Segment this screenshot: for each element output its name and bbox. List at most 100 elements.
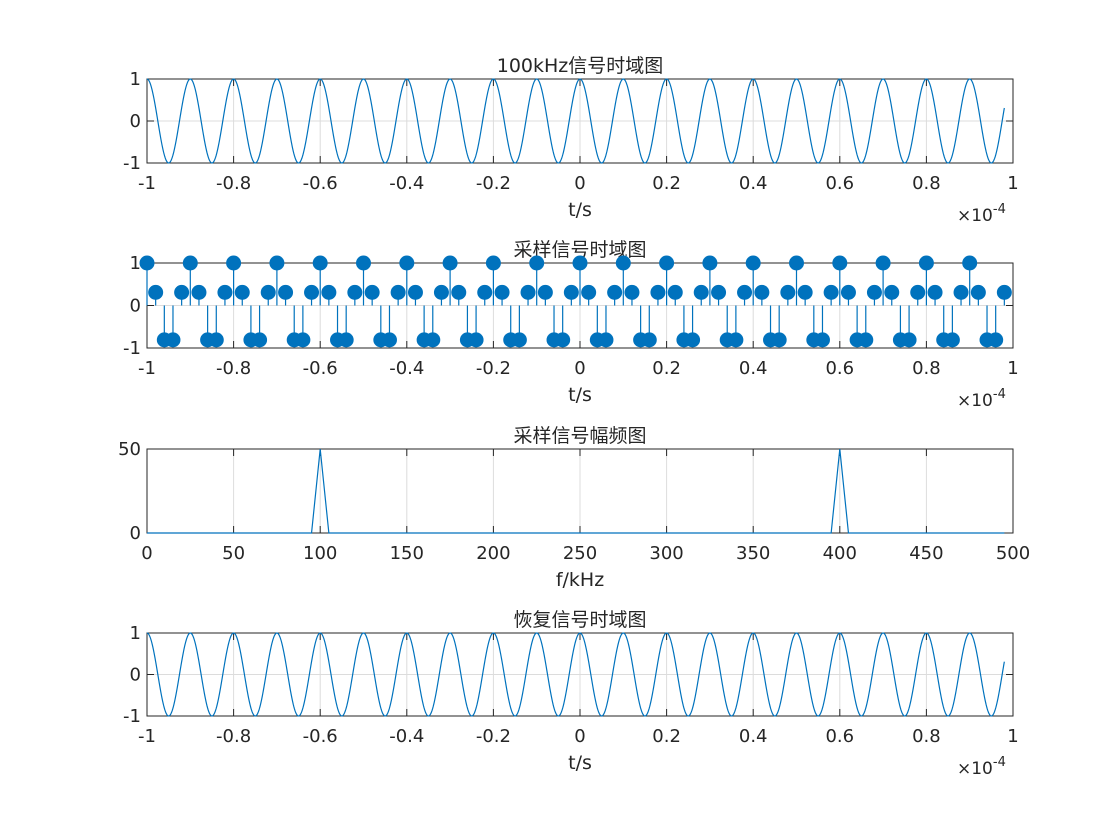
- stem-marker: [191, 284, 207, 300]
- x-tick-label: 0.2: [652, 173, 681, 194]
- stem-marker: [425, 332, 441, 348]
- stem-marker: [624, 284, 640, 300]
- stem-marker: [451, 284, 467, 300]
- stem-marker: [260, 284, 276, 300]
- x-tick-label: 0.4: [739, 726, 768, 747]
- y-tick-label: 0: [130, 111, 141, 132]
- x-tick-label: 1: [1007, 358, 1018, 379]
- stem-marker: [927, 284, 943, 300]
- stem-marker: [615, 255, 631, 271]
- x-tick-label: -0.4: [389, 173, 424, 194]
- stem-marker: [832, 255, 848, 271]
- signal-curve: [146, 632, 1005, 717]
- stem-marker: [728, 332, 744, 348]
- stem-marker: [789, 255, 804, 271]
- x-tick-label: 0.6: [825, 726, 854, 747]
- x-tick-label: -0.6: [303, 726, 338, 747]
- x-tick-label: -0.4: [389, 358, 424, 379]
- x-tick-label: -0.2: [476, 726, 511, 747]
- x-tick-label: -0.4: [389, 726, 424, 747]
- stem-marker: [988, 332, 1004, 348]
- stem-marker: [875, 255, 891, 271]
- spectrum-line: [147, 448, 1005, 534]
- stem-marker: [381, 332, 397, 348]
- stem-marker: [407, 284, 423, 300]
- stem-marker: [702, 255, 718, 271]
- stem-marker: [962, 255, 978, 271]
- stem-marker: [338, 332, 354, 348]
- chart-title: 恢复信号时域图: [513, 609, 646, 631]
- stem-marker: [598, 332, 614, 348]
- y-tick-label: 0: [130, 523, 141, 544]
- stem-marker: [607, 284, 623, 300]
- stem-marker: [433, 284, 449, 300]
- stem-marker: [252, 332, 268, 348]
- stem-marker: [970, 284, 986, 300]
- stem-marker: [139, 255, 155, 271]
- stem-marker: [217, 284, 233, 300]
- x-tick-label: -1: [138, 358, 156, 379]
- stem-marker: [442, 255, 458, 271]
- x-tick-label: -1: [138, 726, 156, 747]
- stem-marker: [494, 284, 510, 300]
- stem-marker: [321, 284, 337, 300]
- stem-marker: [711, 284, 727, 300]
- x-axis-label: t/s: [568, 384, 592, 406]
- signal-curve: [146, 78, 1005, 164]
- y-tick-label: 50: [118, 439, 141, 460]
- stem-marker: [477, 284, 493, 300]
- y-tick-label: -1: [123, 706, 141, 727]
- stem-marker: [866, 284, 882, 300]
- x-tick-label: 1: [1007, 173, 1018, 194]
- stem-marker: [174, 284, 190, 300]
- stem-marker: [996, 284, 1012, 300]
- y-tick-label: -1: [123, 153, 141, 174]
- stem-marker: [537, 284, 553, 300]
- stem-marker: [693, 284, 709, 300]
- x-tick-label: 400: [823, 543, 857, 564]
- x-tick-label: -0.8: [216, 358, 251, 379]
- y-tick-label: 1: [130, 253, 141, 274]
- x-axis-exponent: ×10-4: [957, 202, 1006, 226]
- stem-marker: [529, 255, 545, 271]
- subplot-2: -1 -0.8 -0.6 -0.4 -0.2 0 0.2 0.4 0.6 0.8 1 -1 0 1 采样信号…: [123, 239, 1019, 411]
- x-tick-label: -0.2: [476, 358, 511, 379]
- y-tick-label: 0: [130, 665, 141, 686]
- x-tick-label: -0.6: [303, 358, 338, 379]
- stem-marker: [901, 332, 917, 348]
- x-axis-exponent: ×10-4: [957, 755, 1006, 779]
- x-tick-label: 0.4: [739, 358, 768, 379]
- stem-marker: [468, 332, 484, 348]
- stem-marker: [563, 284, 579, 300]
- x-tick-label: 0.2: [652, 726, 681, 747]
- stem-marker: [650, 284, 666, 300]
- stem-marker: [918, 255, 934, 271]
- stem-marker: [953, 284, 969, 300]
- stem-marker: [390, 284, 406, 300]
- x-tick-label: 450: [909, 543, 943, 564]
- stem-marker: [823, 284, 839, 300]
- stem-marker: [312, 255, 328, 271]
- stem-marker: [399, 255, 415, 271]
- x-tick-label: 0: [574, 358, 585, 379]
- x-tick-label: -0.2: [476, 173, 511, 194]
- stem-marker: [555, 332, 571, 348]
- x-tick-label: 0.8: [912, 173, 941, 194]
- stem-marker: [667, 284, 683, 300]
- x-tick-label: 0: [574, 173, 585, 194]
- x-tick-label: 0.8: [912, 726, 941, 747]
- stem-marker: [771, 332, 787, 348]
- x-tick-label: -1: [138, 173, 156, 194]
- stem-marker: [485, 255, 501, 271]
- stem-marker: [347, 284, 363, 300]
- x-tick-label: 0.4: [739, 173, 768, 194]
- stem-marker: [797, 284, 813, 300]
- stem-marker: [754, 284, 770, 300]
- x-tick-label: 0.8: [912, 358, 941, 379]
- x-tick-label: 350: [736, 543, 770, 564]
- subplot-4: -1 -0.8 -0.6 -0.4 -0.2 0 0.2 0.4 0.6 0.8 1 -1 0 1 恢复信号…: [123, 609, 1019, 779]
- subplot-3: 0 50 100 150 200 250 300 350 400 450 500 0 50 采样信号幅频图…: [118, 425, 1030, 591]
- stem-marker: [165, 332, 181, 348]
- x-tick-label: -0.6: [303, 173, 338, 194]
- stem-marker: [581, 284, 597, 300]
